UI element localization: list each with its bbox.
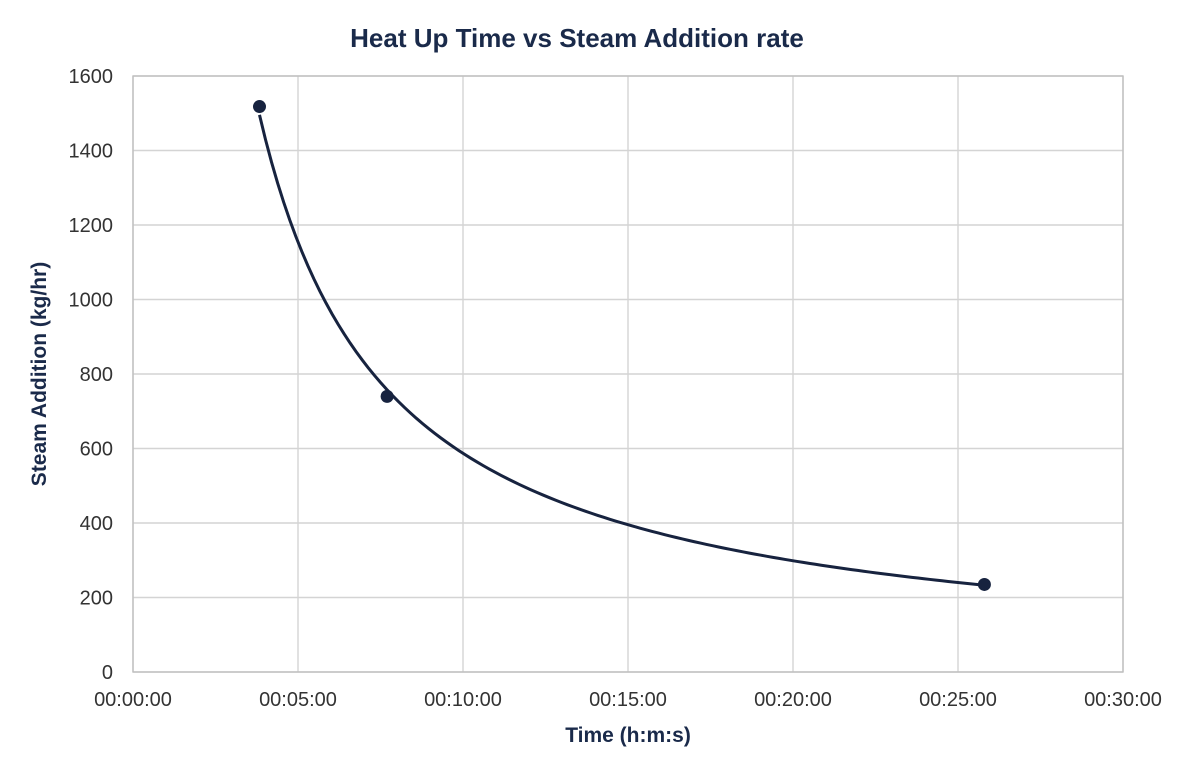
y-tick-label: 0 [102, 662, 113, 684]
y-axis-title: Steam Addition (kg/hr) [28, 262, 51, 486]
data-points [253, 100, 991, 591]
data-point [253, 100, 266, 114]
data-point [977, 577, 991, 591]
y-tick-label: 1000 [69, 290, 114, 312]
y-tick-label: 1600 [69, 66, 114, 88]
gridlines [132, 75, 1124, 673]
trendline [258, 114, 985, 587]
y-tick-label: 600 [80, 439, 113, 461]
x-tick-label: 00:30:00 [1084, 689, 1162, 711]
x-tick-label: 00:15:00 [589, 689, 667, 711]
x-tick-label: 00:00:00 [94, 689, 172, 711]
data-point [380, 389, 394, 403]
x-axis-ticks: 00:00:00 00:05:00 00:10:00 00:15:00 00:20:00… [94, 689, 1162, 711]
y-tick-label: 1400 [69, 141, 114, 163]
x-tick-label: 00:20:00 [754, 689, 832, 711]
x-axis-title: Time (h:m:s) [565, 724, 691, 747]
x-tick-label: 00:25:00 [919, 689, 997, 711]
y-tick-label: 1200 [69, 215, 114, 237]
x-tick-label: 00:05:00 [259, 689, 337, 711]
x-tick-label: 00:10:00 [424, 689, 502, 711]
y-axis-ticks: 0 200 400 600 800 1000 1200 1400 1600 [69, 66, 114, 684]
y-tick-label: 800 [80, 364, 113, 386]
chart-title: Heat Up Time vs Steam Addition rate [350, 23, 804, 53]
y-tick-label: 200 [80, 588, 113, 610]
plot-area [132, 75, 1124, 673]
y-tick-label: 400 [80, 513, 113, 535]
